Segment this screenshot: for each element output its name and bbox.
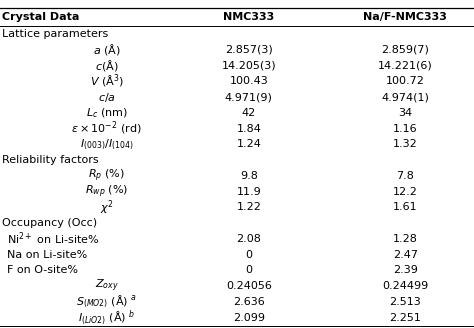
Text: 1.32: 1.32 bbox=[393, 139, 418, 149]
Text: 0: 0 bbox=[246, 265, 252, 275]
Text: NMC333: NMC333 bbox=[223, 12, 274, 22]
Text: 1.84: 1.84 bbox=[237, 124, 261, 133]
Text: 0.24499: 0.24499 bbox=[382, 281, 428, 291]
Text: 42: 42 bbox=[242, 108, 256, 118]
Text: 34: 34 bbox=[398, 108, 412, 118]
Text: 2.08: 2.08 bbox=[237, 234, 261, 244]
Text: F on O-site%: F on O-site% bbox=[7, 265, 78, 275]
Text: $I_{(003)}/I_{(104)}$: $I_{(003)}/I_{(104)}$ bbox=[80, 137, 134, 152]
Text: 1.28: 1.28 bbox=[393, 234, 418, 244]
Text: 9.8: 9.8 bbox=[240, 171, 258, 181]
Text: 0: 0 bbox=[246, 250, 252, 259]
Text: 14.221(6): 14.221(6) bbox=[378, 61, 433, 71]
Text: Lattice parameters: Lattice parameters bbox=[2, 29, 109, 39]
Text: $L_c$ (nm): $L_c$ (nm) bbox=[86, 106, 128, 120]
Text: Na on Li-site%: Na on Li-site% bbox=[7, 250, 87, 259]
Text: 2.513: 2.513 bbox=[390, 297, 421, 307]
Text: $c$(Å): $c$(Å) bbox=[95, 58, 118, 73]
Text: Reliability factors: Reliability factors bbox=[2, 155, 99, 165]
Text: 2.47: 2.47 bbox=[393, 250, 418, 259]
Text: $\varepsilon \times 10^{-2}$ (rd): $\varepsilon \times 10^{-2}$ (rd) bbox=[71, 120, 142, 137]
Text: 1.16: 1.16 bbox=[393, 124, 418, 133]
Text: $a$ (Å): $a$ (Å) bbox=[93, 42, 120, 57]
Text: 4.974(1): 4.974(1) bbox=[381, 92, 429, 102]
Text: 2.857(3): 2.857(3) bbox=[225, 45, 273, 55]
Text: 2.39: 2.39 bbox=[393, 265, 418, 275]
Text: $R_{wp}$ (%): $R_{wp}$ (%) bbox=[85, 183, 128, 200]
Text: $\chi^2$: $\chi^2$ bbox=[100, 198, 113, 217]
Text: Ni$^{2+}$ on Li-site%: Ni$^{2+}$ on Li-site% bbox=[7, 231, 100, 247]
Text: 1.22: 1.22 bbox=[237, 202, 261, 212]
Text: $I_{(LiO2)}$ (Å) $^b$: $I_{(LiO2)}$ (Å) $^b$ bbox=[78, 308, 135, 327]
Text: Na/F-NMC333: Na/F-NMC333 bbox=[364, 12, 447, 22]
Text: 2.099: 2.099 bbox=[233, 313, 265, 322]
Text: 100.72: 100.72 bbox=[386, 76, 425, 86]
Text: 14.205(3): 14.205(3) bbox=[221, 61, 276, 71]
Text: $R_p$ (%): $R_p$ (%) bbox=[88, 168, 125, 184]
Text: $S_{(MO2)}$ (Å) $^a$: $S_{(MO2)}$ (Å) $^a$ bbox=[76, 294, 137, 310]
Text: 7.8: 7.8 bbox=[396, 171, 414, 181]
Text: $Z_{oxy}$: $Z_{oxy}$ bbox=[95, 278, 118, 294]
Text: Crystal Data: Crystal Data bbox=[2, 12, 80, 22]
Text: Occupancy (Occ): Occupancy (Occ) bbox=[2, 218, 98, 228]
Text: 1.61: 1.61 bbox=[393, 202, 418, 212]
Text: 11.9: 11.9 bbox=[237, 187, 261, 196]
Text: 0.24056: 0.24056 bbox=[226, 281, 272, 291]
Text: $c/a$: $c/a$ bbox=[98, 91, 116, 104]
Text: 12.2: 12.2 bbox=[393, 187, 418, 196]
Text: 2.251: 2.251 bbox=[389, 313, 421, 322]
Text: 1.24: 1.24 bbox=[237, 139, 261, 149]
Text: 2.636: 2.636 bbox=[233, 297, 264, 307]
Text: $V$ (Å$^3$): $V$ (Å$^3$) bbox=[90, 73, 124, 90]
Text: 4.971(9): 4.971(9) bbox=[225, 92, 273, 102]
Text: 2.859(7): 2.859(7) bbox=[381, 45, 429, 55]
Text: 100.43: 100.43 bbox=[229, 76, 268, 86]
